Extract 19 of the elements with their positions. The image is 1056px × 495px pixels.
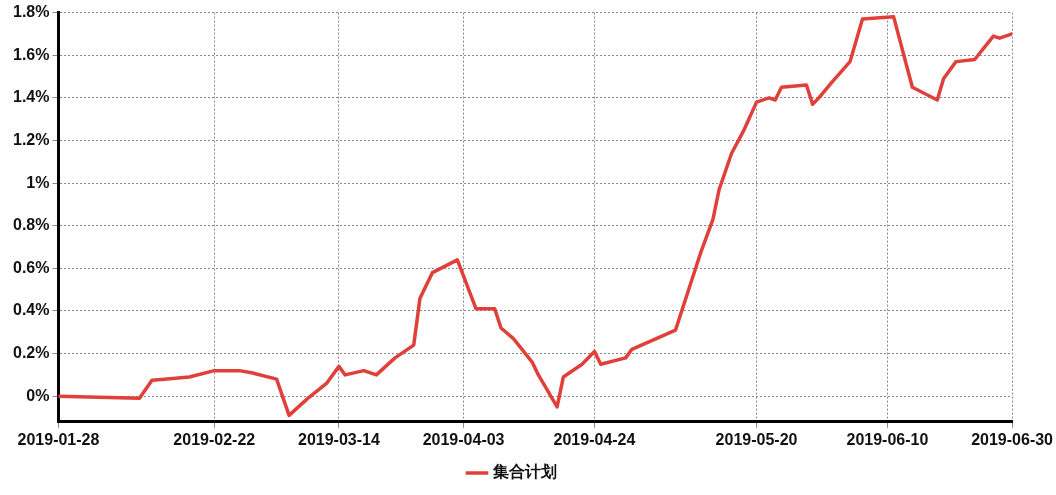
y-tick-label: 1.6%: [13, 45, 50, 63]
x-tick-label: 2019-06-30: [971, 430, 1054, 448]
x-tick-label: 2019-04-24: [553, 430, 636, 448]
legend-label: 集合计划: [492, 462, 557, 482]
y-tick-label: 0.4%: [13, 301, 50, 319]
y-tick-label: 1.4%: [13, 88, 50, 106]
y-tick-label: 0.8%: [13, 216, 50, 234]
y-tick-label: 0%: [26, 386, 50, 404]
x-tick-label: 2019-05-20: [715, 430, 798, 448]
y-tick-label: 0.6%: [13, 258, 50, 276]
x-tick-label: 2019-01-28: [17, 430, 100, 448]
y-tick-label: 1.2%: [13, 130, 50, 148]
x-tick-label: 2019-06-10: [846, 430, 929, 448]
x-tick-label: 2019-02-22: [173, 430, 256, 448]
y-tick-label: 1%: [26, 173, 50, 191]
x-tick-label: 2019-03-14: [298, 430, 380, 448]
y-tick-label: 0.2%: [13, 344, 50, 362]
x-tick-label: 2019-04-03: [422, 430, 505, 448]
y-tick-label: 1.8%: [13, 3, 50, 21]
